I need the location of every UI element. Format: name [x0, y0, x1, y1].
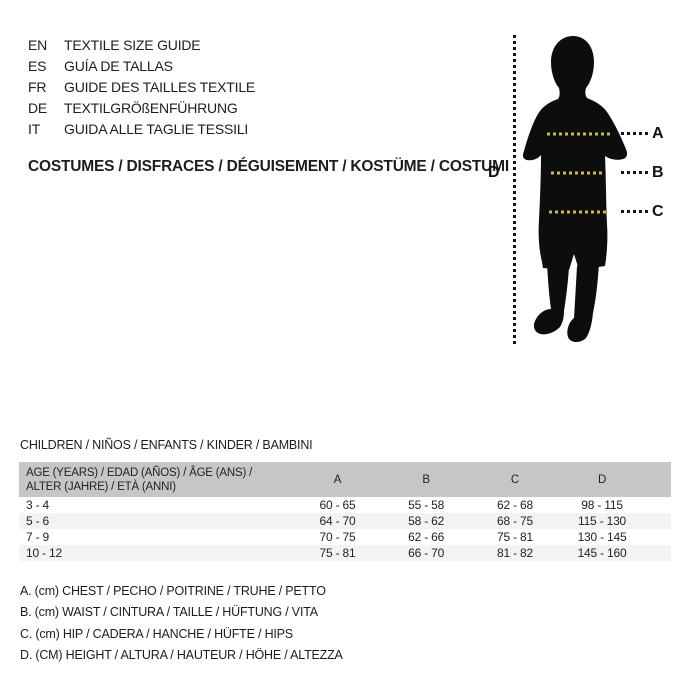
child-silhouette [523, 36, 627, 343]
age-cell: 10 - 12 [26, 546, 62, 560]
value-cell-b: 55 - 58 [408, 498, 445, 512]
column-header-b: B [422, 473, 430, 486]
measurement-legend: A. (cm) CHEST / PECHO / POITRINE / TRUHE… [20, 580, 343, 666]
table-row: 3 - 4 60 - 65 55 - 58 62 - 68 98 - 115 [19, 497, 671, 513]
category-title: COSTUMES / DISFRACES / DÉGUISEMENT / KOS… [28, 158, 509, 175]
spacer-column-header [645, 462, 671, 497]
measurement-figure: A B C D [488, 35, 664, 345]
language-code: IT [28, 120, 41, 137]
age-cell: 3 - 4 [26, 498, 50, 512]
age-header-line2: ALTER (JAHRE) / ETÀ (ANNI) [26, 480, 176, 493]
value-cell-d: 130 - 145 [577, 530, 627, 544]
language-list: EN TEXTILE SIZE GUIDE ES GUÍA DE TALLAS … [28, 34, 255, 139]
language-code: ES [28, 57, 47, 74]
silhouette-body [523, 36, 627, 270]
table-title: CHILDREN / NIÑOS / ENFANTS / KINDER / BA… [20, 438, 313, 452]
language-row-fr: FR GUIDE DES TAILLES TEXTILE [28, 76, 255, 97]
age-cell: 5 - 6 [26, 514, 50, 528]
table-row: 10 - 12 75 - 81 66 - 70 81 - 82 145 - 16… [19, 545, 671, 561]
language-title: TEXTILGRÖßENFÜHRUNG [64, 99, 238, 116]
column-header-d: D [597, 473, 607, 486]
value-cell-d: 145 - 160 [577, 546, 627, 560]
spacer-cell [645, 529, 671, 545]
spacer-cell [645, 545, 671, 561]
value-cell-c: 81 - 82 [497, 546, 533, 560]
silhouette-left-leg [533, 264, 569, 335]
table-row: 7 - 9 70 - 75 62 - 66 75 - 81 130 - 145 [19, 529, 671, 545]
value-cell-a: 75 - 81 [319, 546, 356, 560]
language-row-de: DE TEXTILGRÖßENFÜHRUNG [28, 97, 255, 118]
language-row-it: IT GUIDA ALLE TAGLIE TESSILI [28, 118, 255, 139]
measure-label-b: B [652, 164, 664, 181]
language-title: GUIDA ALLE TAGLIE TESSILI [64, 120, 249, 137]
silhouette-right-leg [567, 262, 599, 343]
value-cell-b: 62 - 66 [408, 530, 445, 544]
legend-item-height: D. (CM) HEIGHT / ALTURA / HAUTEUR / HÖHE… [20, 648, 343, 663]
spacer-cell [645, 513, 671, 529]
language-title: GUIDE DES TAILLES TEXTILE [64, 78, 256, 95]
measure-label-c: C [652, 203, 664, 220]
size-table: AGE (YEARS) / EDAD (AÑOS) / ÂGE (ANS) / … [19, 462, 671, 561]
value-cell-b: 66 - 70 [408, 546, 445, 560]
language-row-en: EN TEXTILE SIZE GUIDE [28, 34, 255, 55]
language-code: EN [28, 36, 48, 53]
table-row: 5 - 6 64 - 70 58 - 62 68 - 75 115 - 130 [19, 513, 671, 529]
value-cell-d: 98 - 115 [581, 498, 623, 512]
value-cell-a: 70 - 75 [319, 530, 356, 544]
column-header-c: C [510, 473, 520, 486]
age-column-header: AGE (YEARS) / EDAD (AÑOS) / ÂGE (ANS) / … [19, 462, 293, 497]
language-title: GUÍA DE TALLAS [64, 57, 173, 74]
age-header-line1: AGE (YEARS) / EDAD (AÑOS) / ÂGE (ANS) / [26, 466, 253, 479]
height-guide-line-d [513, 35, 516, 345]
language-title: TEXTILE SIZE GUIDE [64, 36, 201, 53]
value-cell-b: 58 - 62 [408, 514, 445, 528]
connector-line-b [621, 171, 648, 174]
value-cell-d: 115 - 130 [578, 514, 627, 528]
connector-line-c [621, 210, 648, 213]
value-cell-c: 75 - 81 [497, 530, 533, 544]
spacer-cell [645, 497, 671, 513]
language-code: DE [28, 99, 48, 116]
value-cell-c: 62 - 68 [497, 498, 533, 512]
language-row-es: ES GUÍA DE TALLAS [28, 55, 255, 76]
legend-item-chest: A. (cm) CHEST / PECHO / POITRINE / TRUHE… [20, 583, 326, 598]
value-cell-a: 64 - 70 [319, 514, 356, 528]
language-code: FR [28, 78, 47, 95]
value-cell-c: 68 - 75 [497, 514, 533, 528]
connector-line-a [621, 132, 648, 135]
measure-label-a: A [652, 125, 664, 142]
value-cell-a: 60 - 65 [319, 498, 356, 512]
age-cell: 7 - 9 [26, 530, 50, 544]
measure-label-d: D [488, 164, 500, 181]
legend-item-waist: B. (cm) WAIST / CINTURA / TAILLE / HÜFTU… [20, 605, 318, 620]
legend-item-hip: C. (cm) HIP / CADERA / HANCHE / HÜFTE / … [20, 626, 293, 641]
column-header-a: A [333, 473, 342, 486]
table-header-row: AGE (YEARS) / EDAD (AÑOS) / ÂGE (ANS) / … [19, 462, 671, 497]
